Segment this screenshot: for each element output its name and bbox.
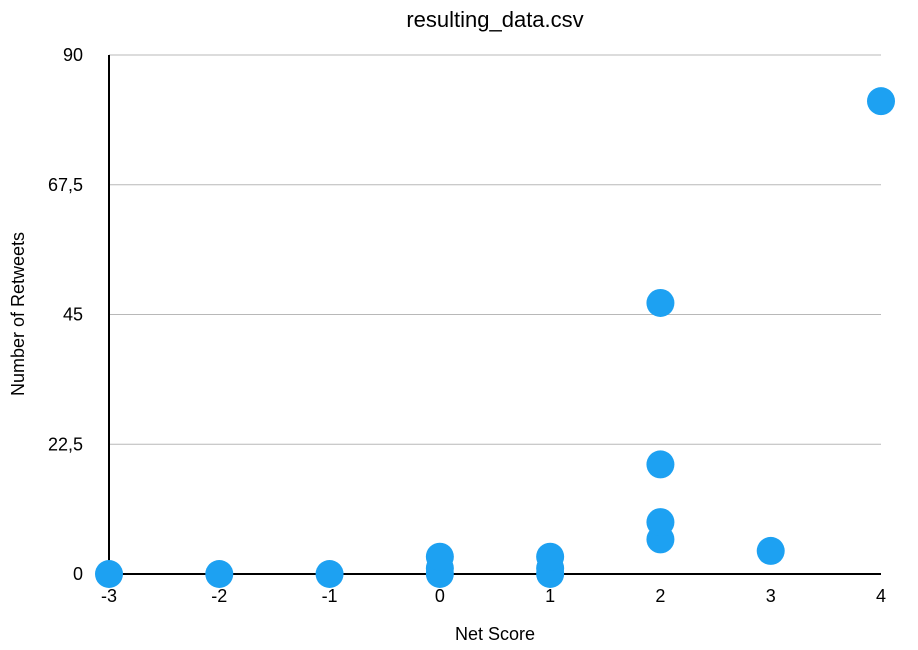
data-points: [95, 87, 895, 588]
data-point: [646, 450, 675, 479]
y-axis-label: Number of Retweets: [8, 232, 28, 396]
x-tick-label: 0: [435, 586, 445, 606]
x-tick-label: -2: [211, 586, 227, 606]
x-tick-label: 1: [545, 586, 555, 606]
data-point: [646, 288, 675, 317]
data-point: [425, 542, 454, 571]
y-tick-label: 90: [63, 45, 83, 65]
chart-title: resulting_data.csv: [406, 7, 583, 32]
x-tick-label: 2: [655, 586, 665, 606]
y-tick-label: 22,5: [48, 434, 83, 454]
y-axis-ticks: 0 22,5 45 67,5 90: [48, 45, 83, 584]
x-axis-label: Net Score: [455, 624, 535, 644]
x-axis-ticks: -3 -2 -1 0 1 2 3 4: [101, 586, 886, 606]
gridlines: [109, 54, 881, 445]
data-point: [95, 560, 123, 588]
y-tick-label: 67,5: [48, 175, 83, 195]
data-point: [756, 536, 785, 565]
data-point: [315, 560, 344, 588]
data-point: [205, 560, 234, 588]
data-point: [867, 87, 895, 116]
y-tick-label: 0: [73, 564, 83, 584]
data-point: [646, 508, 675, 537]
x-tick-label: 3: [766, 586, 776, 606]
x-tick-label: 4: [876, 586, 886, 606]
x-tick-label: -3: [101, 586, 117, 606]
data-point: [536, 542, 565, 571]
y-tick-label: 45: [63, 305, 83, 325]
x-tick-label: -1: [322, 586, 338, 606]
